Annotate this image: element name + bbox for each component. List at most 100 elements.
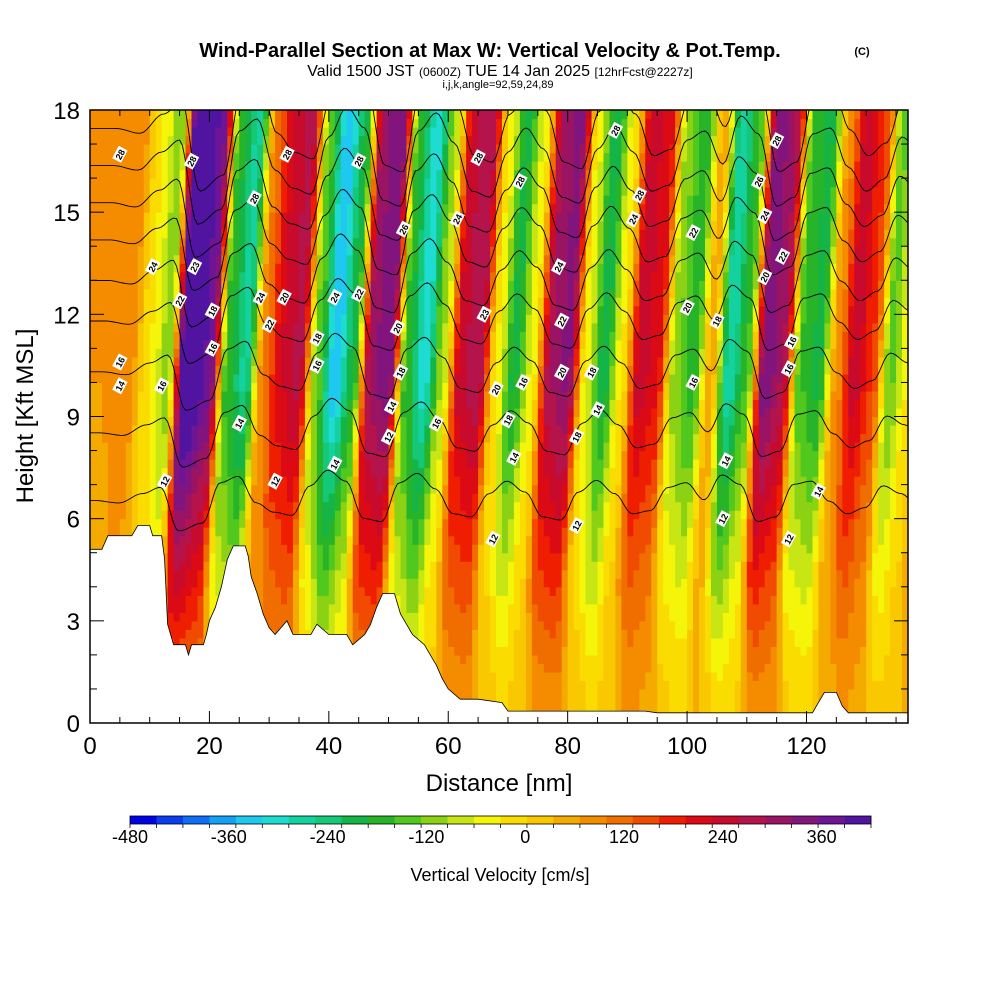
w-cell <box>496 348 503 358</box>
w-cell <box>239 433 246 443</box>
w-cell <box>442 442 449 452</box>
w-cell <box>203 569 211 579</box>
w-cell <box>478 220 485 230</box>
w-cell <box>119 476 127 486</box>
w-cell <box>149 382 157 392</box>
w-cell <box>167 501 175 511</box>
w-cell <box>298 169 306 179</box>
w-cell <box>364 144 372 154</box>
w-cell <box>203 331 211 341</box>
w-cell <box>490 459 497 469</box>
w-cell <box>215 220 222 230</box>
w-cell <box>460 510 467 520</box>
w-cell <box>215 297 222 307</box>
w-cell <box>352 110 360 120</box>
w-cell <box>484 127 491 137</box>
w-cell <box>460 425 467 435</box>
w-cell <box>90 450 97 460</box>
w-cell <box>418 271 425 281</box>
w-cell <box>501 680 509 690</box>
w-cell <box>281 127 288 137</box>
w-cell <box>227 390 234 401</box>
w-cell <box>358 118 366 128</box>
w-cell <box>209 271 216 281</box>
w-cell <box>448 246 455 256</box>
w-cell <box>346 237 354 247</box>
w-cell <box>382 271 390 281</box>
w-cell <box>203 382 211 392</box>
w-cell <box>484 578 491 588</box>
w-cell <box>221 373 228 384</box>
w-cell <box>400 433 408 443</box>
w-cell <box>131 331 139 341</box>
w-cell <box>448 356 455 367</box>
w-cell <box>269 535 276 545</box>
w-cell <box>334 322 342 332</box>
w-cell <box>119 518 127 528</box>
w-cell <box>143 425 151 435</box>
w-cell <box>430 331 437 341</box>
w-cell <box>496 510 503 520</box>
w-cell <box>478 654 485 664</box>
w-cell <box>424 314 431 324</box>
w-cell <box>203 339 211 349</box>
w-cell <box>227 382 234 392</box>
w-cell <box>221 390 228 401</box>
w-cell <box>107 382 115 392</box>
w-cell <box>340 399 348 409</box>
w-cell <box>454 535 461 545</box>
w-cell <box>227 450 234 460</box>
w-cell <box>281 237 288 247</box>
w-cell <box>203 110 211 120</box>
w-cell <box>257 254 264 264</box>
w-cell <box>287 161 294 171</box>
w-cell <box>155 356 163 367</box>
w-cell <box>137 501 145 511</box>
w-cell <box>316 552 324 562</box>
w-cell <box>478 229 485 239</box>
w-cell <box>490 433 497 443</box>
w-cell <box>275 535 282 545</box>
w-cell <box>370 467 378 477</box>
w-cell <box>113 135 121 145</box>
w-cell <box>328 178 336 188</box>
w-cell <box>352 280 360 290</box>
w-cell <box>490 305 497 315</box>
w-cell <box>203 425 211 435</box>
w-cell <box>149 373 157 384</box>
w-cell <box>161 467 169 477</box>
w-cell <box>340 518 348 528</box>
w-cell <box>304 356 312 367</box>
w-cell <box>472 407 479 418</box>
w-cell <box>197 229 205 239</box>
w-cell <box>173 110 181 120</box>
w-cell <box>472 484 479 494</box>
w-cell <box>364 356 372 367</box>
w-cell <box>209 595 216 605</box>
w-cell <box>334 110 342 120</box>
w-cell <box>161 544 169 554</box>
w-cell <box>209 127 216 137</box>
w-cell <box>478 348 485 358</box>
w-cell <box>239 169 246 179</box>
w-cell <box>107 169 115 179</box>
w-cell <box>125 212 133 222</box>
w-cell <box>215 305 222 315</box>
w-cell <box>293 314 300 324</box>
w-cell <box>322 620 330 630</box>
w-cell <box>328 416 336 426</box>
w-cell <box>472 569 479 579</box>
w-cell <box>185 407 193 418</box>
w-cell <box>340 603 348 613</box>
w-cell <box>436 135 443 145</box>
w-cell <box>406 237 414 247</box>
w-cell <box>143 254 151 264</box>
w-cell <box>466 195 473 205</box>
w-cell <box>197 603 205 613</box>
w-cell <box>90 288 97 298</box>
w-cell <box>191 339 199 349</box>
w-cell <box>406 314 414 324</box>
w-cell <box>298 314 306 324</box>
w-cell <box>161 305 169 315</box>
w-cell <box>442 654 449 664</box>
